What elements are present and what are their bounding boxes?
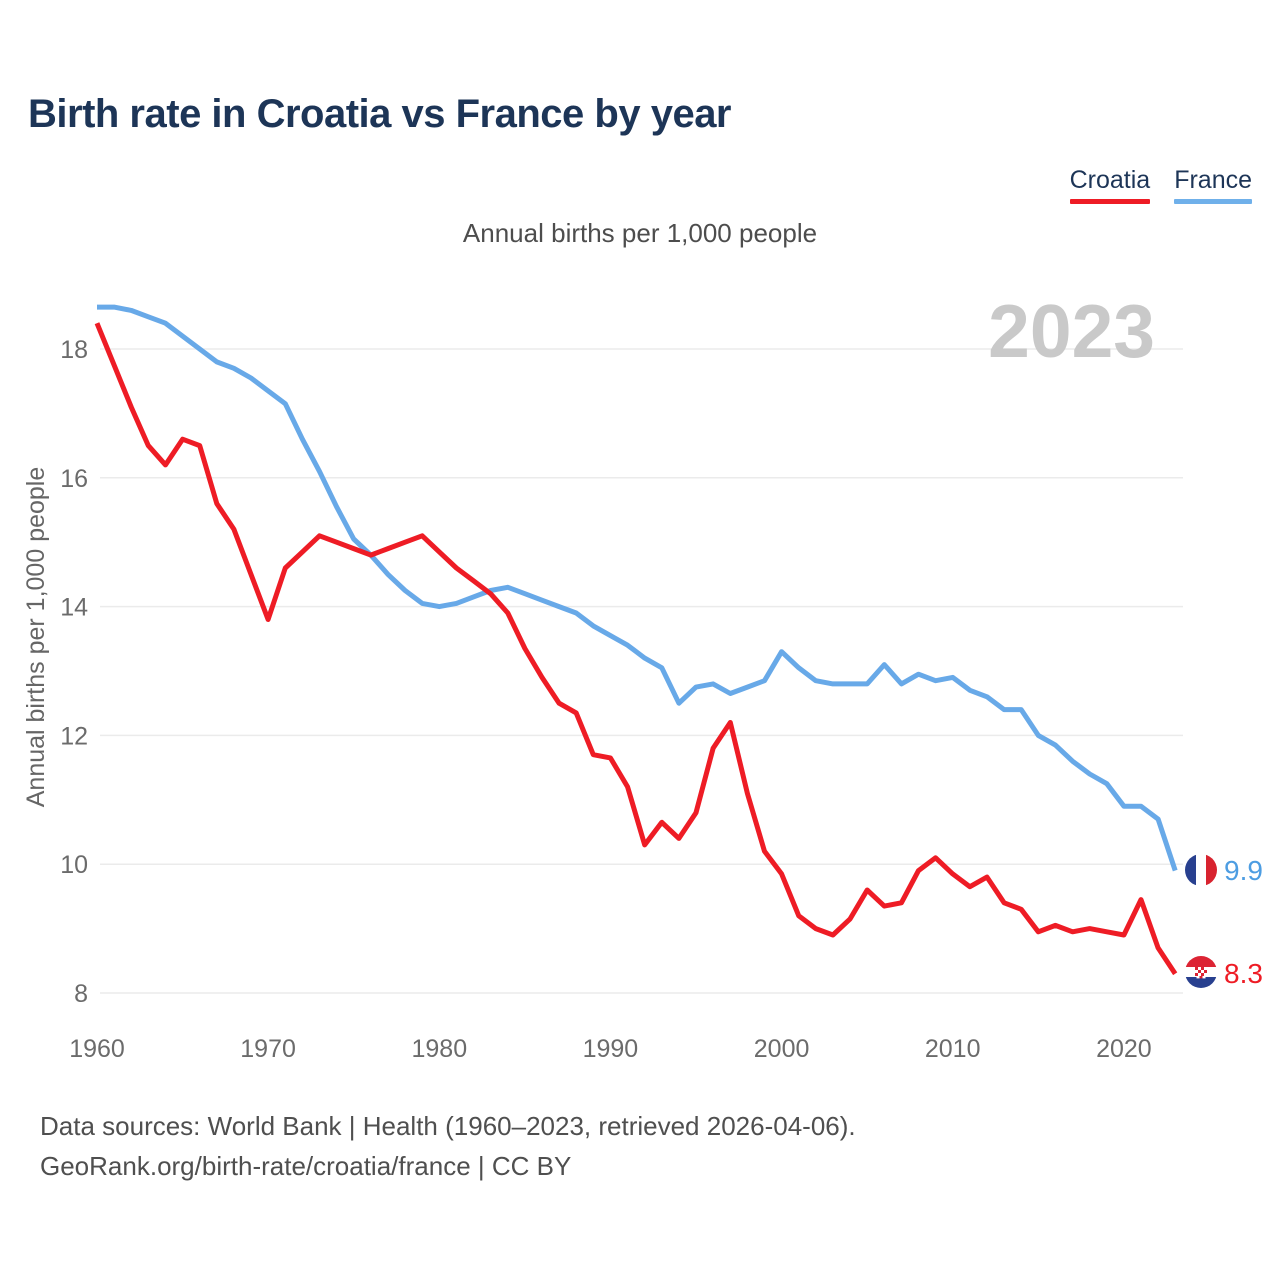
- footer-license-line: GeoRank.org/birth-rate/croatia/france | …: [40, 1151, 572, 1181]
- y-axis-title: Annual births per 1,000 people: [22, 467, 50, 808]
- footer: Data sources: World Bank | Health (1960–…: [40, 1106, 856, 1186]
- y-tick-label-16: 16: [60, 465, 88, 493]
- x-tick-label-1960: 1960: [69, 1035, 125, 1063]
- chart-subtitle: Annual births per 1,000 people: [462, 218, 818, 248]
- legend-label-france: France: [1174, 166, 1252, 194]
- croatia-line[interactable]: [94, 322, 1178, 976]
- y-tick-label-18: 18: [60, 336, 88, 364]
- legend-item-croatia[interactable]: Croatia: [1069, 166, 1151, 204]
- x-tick-label-1980: 1980: [411, 1035, 467, 1063]
- x-tick-label-2000: 2000: [754, 1035, 810, 1063]
- gridlines: [100, 348, 1183, 994]
- croatia-end-value: 8.3: [1224, 958, 1263, 989]
- x-tick-label-1970: 1970: [240, 1035, 296, 1063]
- legend-label-croatia: Croatia: [1069, 166, 1151, 194]
- y-tick-label-12: 12: [60, 722, 88, 750]
- france-line[interactable]: [97, 304, 1178, 872]
- y-tick-label-8: 8: [74, 980, 88, 1008]
- year-watermark: 2023: [988, 289, 1155, 373]
- france-flag-icon: [1185, 854, 1217, 886]
- legend-underline-france: [1174, 199, 1252, 204]
- legend-item-france[interactable]: France: [1174, 166, 1252, 204]
- page-title: Birth rate in Croatia vs France by year: [28, 92, 732, 136]
- y-tick-label-14: 14: [60, 594, 88, 622]
- series-lines: [94, 304, 1178, 976]
- x-tick-label-2020: 2020: [1096, 1035, 1152, 1063]
- x-tick-label-2010: 2010: [925, 1035, 981, 1063]
- x-tick-label-1990: 1990: [583, 1035, 639, 1063]
- y-axis-labels: 8 10 12 14 16 18: [60, 336, 88, 1008]
- croatia-checkerboard: [1195, 964, 1207, 979]
- footer-source-line: Data sources: World Bank | Health (1960–…: [40, 1111, 856, 1141]
- x-axis-labels: 1960 1970 1980 1990 2000 2010 2020: [69, 1035, 1152, 1063]
- legend: Croatia France: [1069, 166, 1252, 204]
- france-end-value: 9.9: [1224, 855, 1263, 886]
- y-tick-label-10: 10: [60, 851, 88, 879]
- croatia-flag-icon: [1185, 956, 1217, 988]
- legend-underline-croatia: [1069, 199, 1151, 204]
